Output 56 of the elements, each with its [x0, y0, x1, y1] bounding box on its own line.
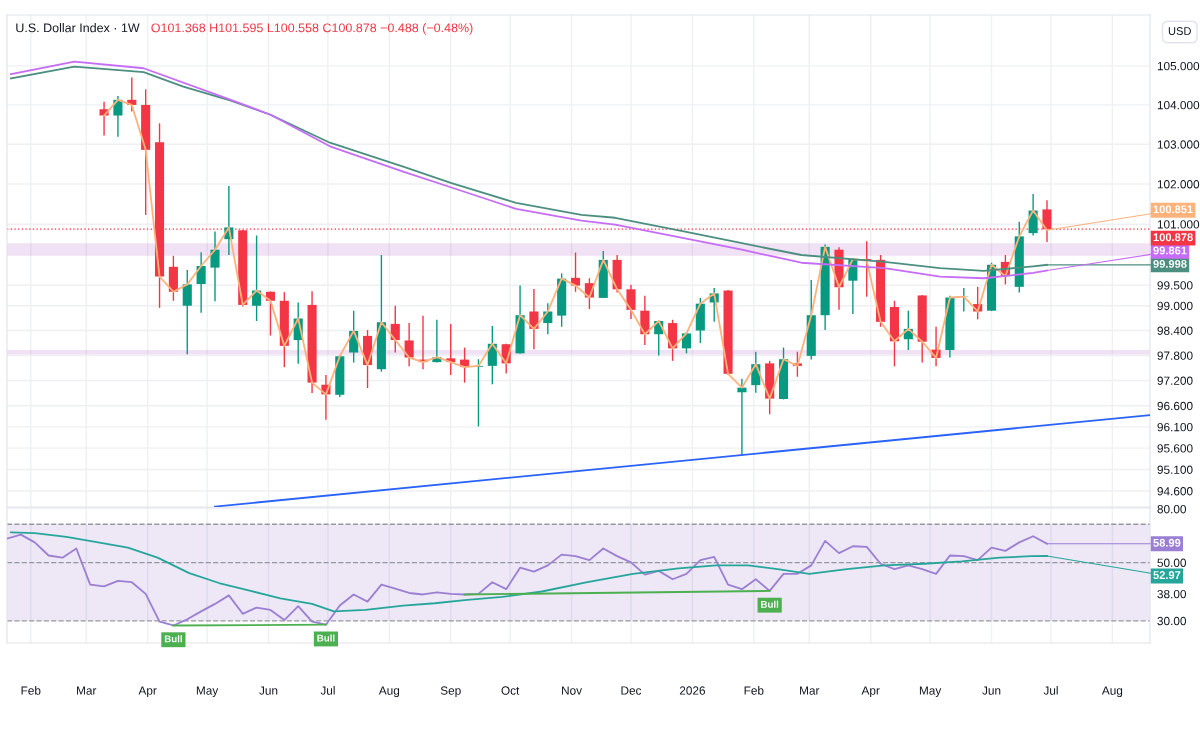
y-tick-label: 94.600 — [1157, 487, 1193, 496]
x-tick-label: Apr — [138, 686, 157, 698]
annotation: 100.851 — [1153, 205, 1193, 214]
y-tick-label: 101.000 — [1157, 220, 1200, 229]
annotation: Bull — [164, 635, 182, 643]
candlestick — [404, 322, 414, 367]
x-tick-label: Aug — [1101, 686, 1123, 698]
x-tick-label: Mar — [800, 686, 820, 695]
annotation: Bull — [761, 600, 779, 608]
x-tick-label: May — [196, 686, 219, 698]
x-tick-label: Jul — [1043, 686, 1058, 695]
x-tick-label: Nov — [562, 686, 583, 695]
candlestick — [182, 269, 192, 355]
y-tick-label: 95.600 — [1157, 444, 1193, 453]
x-tick-label: Feb — [21, 686, 41, 695]
candlestick — [196, 251, 206, 314]
x-tick-label: May — [919, 686, 942, 698]
x-tick-label: Aug — [378, 686, 400, 698]
y-tick-label: 98.400 — [1157, 326, 1193, 335]
y-tick-label: 99.500 — [1157, 281, 1193, 290]
y-tick-label: 30.00 — [1157, 616, 1187, 626]
candlestick — [390, 305, 400, 354]
candlestick — [210, 230, 220, 302]
x-tick-label: Dec — [621, 686, 642, 695]
y-tick-label: 96.600 — [1157, 401, 1193, 411]
x-tick-label: Jun — [259, 686, 278, 695]
text: U.S. Dollar Index · 1W — [16, 23, 140, 33]
y-tick-label: 102.000 — [1157, 180, 1200, 189]
y-tick-label: 38.00 — [1157, 589, 1187, 599]
x-tick-label: Feb — [744, 686, 764, 695]
y-tick-label: 99.000 — [1157, 301, 1193, 311]
y-tick-label: 103.000 — [1157, 140, 1200, 149]
y-tick-label: 104.000 — [1157, 100, 1200, 110]
y-tick-label: 95.100 — [1157, 465, 1193, 474]
x-tick-label: 2026 — [679, 686, 706, 695]
annotation: 99.998 — [1153, 259, 1187, 268]
x-tick-label: Sep — [440, 686, 461, 698]
y-tick-label: 80.00 — [1157, 505, 1187, 514]
text: USD — [1168, 27, 1191, 35]
candlestick — [626, 284, 636, 320]
x-tick-label: Mar — [77, 686, 97, 695]
annotation: 99.861 — [1153, 246, 1187, 255]
y-tick-label: 97.800 — [1157, 351, 1193, 360]
x-tick-label: Jul — [320, 686, 335, 695]
y-tick-label: 105.000 — [1157, 61, 1200, 71]
annotation: Bull — [317, 634, 335, 642]
x-tick-label: Jun — [982, 686, 1001, 695]
y-tick-label: 96.100 — [1157, 422, 1193, 432]
y-tick-label: 50.00 — [1157, 558, 1187, 567]
x-tick-label: Apr — [861, 686, 880, 698]
ref-line-label: 100.878 — [1153, 233, 1193, 242]
text: O101.368 H101.595 L100.558 C100.878 −0.488 (−0.48%) — [151, 23, 473, 35]
annotation: 52.97 — [1153, 571, 1181, 579]
y-tick-label: 97.200 — [1157, 376, 1193, 385]
annotation: 58.99 — [1153, 538, 1181, 547]
x-tick-label: Oct — [501, 686, 520, 695]
